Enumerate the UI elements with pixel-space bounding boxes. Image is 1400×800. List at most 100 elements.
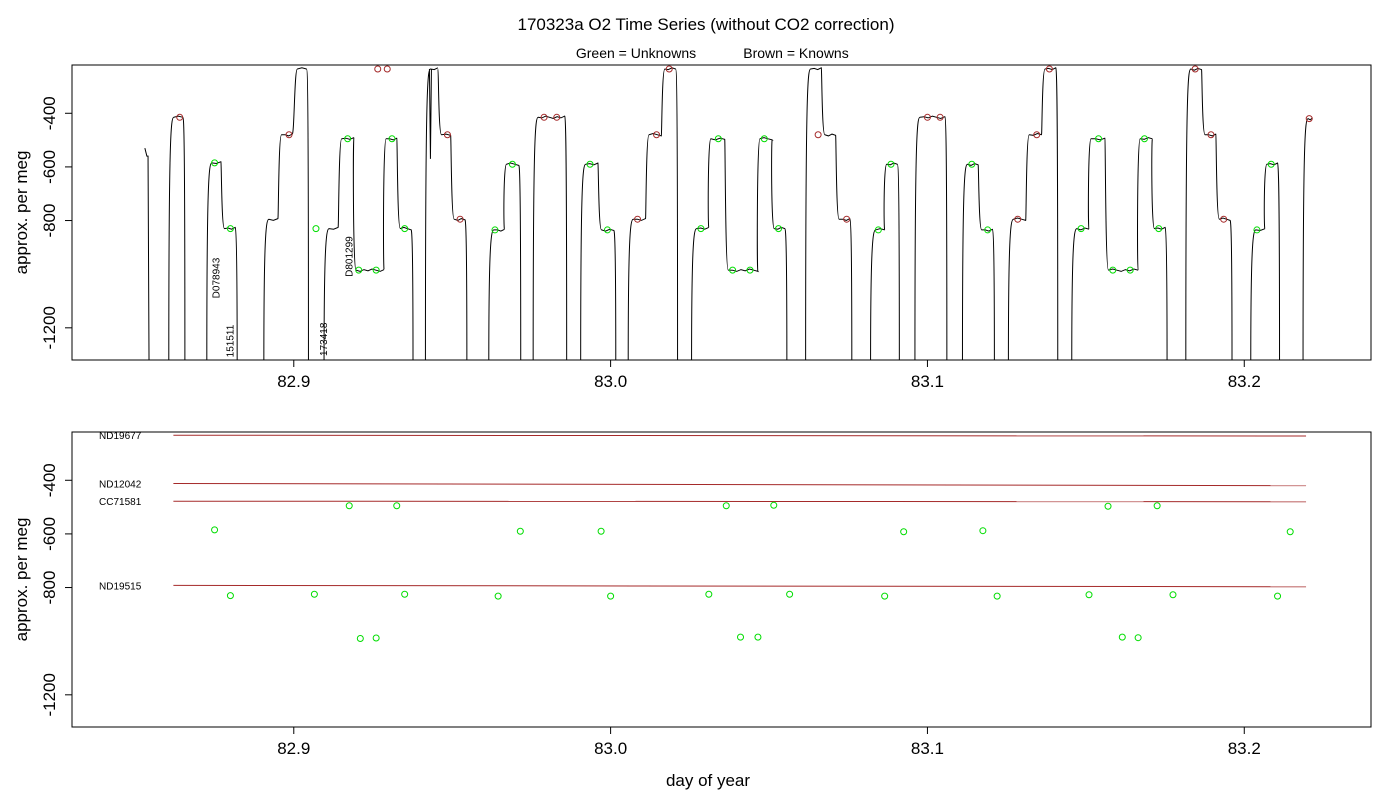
x-tick-label: 83.1 <box>911 739 944 758</box>
x-tick-label: 82.9 <box>277 372 310 391</box>
reference-label: ND19677 <box>99 431 142 442</box>
unknown-point <box>226 225 234 233</box>
sample-annotation: D801299 <box>344 236 355 277</box>
unknown-point <box>312 225 320 233</box>
known-point <box>285 131 293 139</box>
unknown-point <box>881 592 889 600</box>
unknown-point <box>1109 266 1117 274</box>
reference-label: ND19515 <box>99 581 142 592</box>
reference-label: CC71581 <box>99 497 142 508</box>
x-tick-label: 83.1 <box>911 372 944 391</box>
known-point <box>374 65 382 73</box>
known-point <box>653 131 661 139</box>
unknown-point <box>586 160 594 168</box>
y-tick-label: -800 <box>40 204 59 238</box>
top-panel: 82.9 83.0 83.1 83.2 -400 -600 -800 -1200 approx.… <box>12 64 1372 391</box>
unknown-point <box>603 226 611 234</box>
unknown-point <box>1153 502 1161 510</box>
unknown-point <box>494 592 502 600</box>
plot-frame <box>71 431 1372 728</box>
reference-line <box>173 500 1307 503</box>
sample-annotation: 151511 <box>226 324 237 357</box>
unknown-point <box>1253 226 1261 234</box>
unknown-point <box>1118 633 1126 641</box>
plot-area: D078943 151511 D801299 173418 <box>144 65 1313 360</box>
unknown-point <box>722 502 730 510</box>
known-point <box>456 215 464 223</box>
y-tick-label: -400 <box>40 96 59 130</box>
sample-annotation: D078943 <box>211 257 222 298</box>
unknown-point <box>786 590 794 598</box>
unknown-point <box>900 528 908 536</box>
x-axis-label: day of year <box>666 771 750 790</box>
legend-knowns: Brown = Knowns <box>743 45 848 61</box>
unknown-point <box>1134 634 1142 642</box>
unknown-point <box>737 633 745 641</box>
unknown-point <box>226 592 234 600</box>
unknown-point <box>401 590 409 598</box>
unknown-point <box>1169 591 1177 599</box>
sample-annotation: 173418 <box>319 322 330 356</box>
unknown-point <box>1155 225 1163 233</box>
known-point <box>1191 65 1199 73</box>
unknown-point <box>393 502 401 510</box>
known-point <box>1220 215 1228 223</box>
y-axis-label: approx. per meg <box>12 151 31 275</box>
y-axis-label: approx. per meg <box>12 518 31 642</box>
x-tick-label: 83.0 <box>594 372 627 391</box>
unknown-point <box>491 226 499 234</box>
unknown-point <box>979 527 987 535</box>
unknown-point <box>401 225 409 233</box>
unknown-point <box>355 266 363 274</box>
unknown-point <box>607 592 615 600</box>
legend-unknowns: Green = Unknowns <box>576 45 696 61</box>
unknown-point <box>1140 135 1148 143</box>
unknown-point <box>760 135 768 143</box>
unknown-point <box>211 526 219 534</box>
unknown-point <box>310 590 318 598</box>
unknown-point <box>968 160 976 168</box>
unknown-point <box>345 502 353 510</box>
unknown-point <box>356 635 364 642</box>
known-point <box>1014 215 1022 223</box>
y-tick-label: -400 <box>40 463 59 497</box>
unknown-point <box>1286 528 1294 536</box>
o2-series-line <box>144 67 1313 360</box>
unknown-point <box>372 266 380 274</box>
x-tick-label: 82.9 <box>277 739 310 758</box>
unknown-point <box>516 527 524 535</box>
known-point <box>814 131 822 139</box>
unknown-point <box>714 135 722 143</box>
unknown-point <box>697 225 705 233</box>
unknown-point <box>1104 502 1112 510</box>
known-point <box>1207 131 1215 139</box>
known-point <box>540 113 548 121</box>
known-point <box>1305 115 1313 123</box>
unknown-point <box>746 266 754 274</box>
known-point <box>176 113 184 121</box>
unknown-point <box>597 527 605 535</box>
unknown-point <box>984 226 992 234</box>
reference-line <box>173 482 1307 487</box>
figure-title: 170323a O2 Time Series (without CO2 corr… <box>517 15 894 34</box>
unknown-point <box>1095 135 1103 143</box>
known-point <box>553 113 561 121</box>
unknown-point <box>1085 591 1093 599</box>
reference-line <box>173 584 1307 588</box>
unknown-point <box>993 592 1001 600</box>
y-tick-label: -800 <box>40 571 59 605</box>
x-tick-label: 83.2 <box>1228 739 1261 758</box>
unknown-point <box>775 225 783 233</box>
unknown-point <box>372 634 380 642</box>
plot-area <box>173 434 1307 642</box>
unknown-point <box>508 160 516 168</box>
known-point <box>843 215 851 223</box>
unknown-point <box>344 135 352 143</box>
y-tick-label: -600 <box>40 150 59 184</box>
unknown-point <box>1274 592 1282 600</box>
chart-panels: 82.9 83.0 83.1 83.2 -400 -600 -800 -1200 approx.… <box>12 64 1372 758</box>
bottom-panel: 82.9 83.0 83.1 83.2 -400 -600 -800 -1200 approx.… <box>12 431 1372 758</box>
plot-frame <box>71 64 1372 361</box>
known-point <box>936 113 944 121</box>
